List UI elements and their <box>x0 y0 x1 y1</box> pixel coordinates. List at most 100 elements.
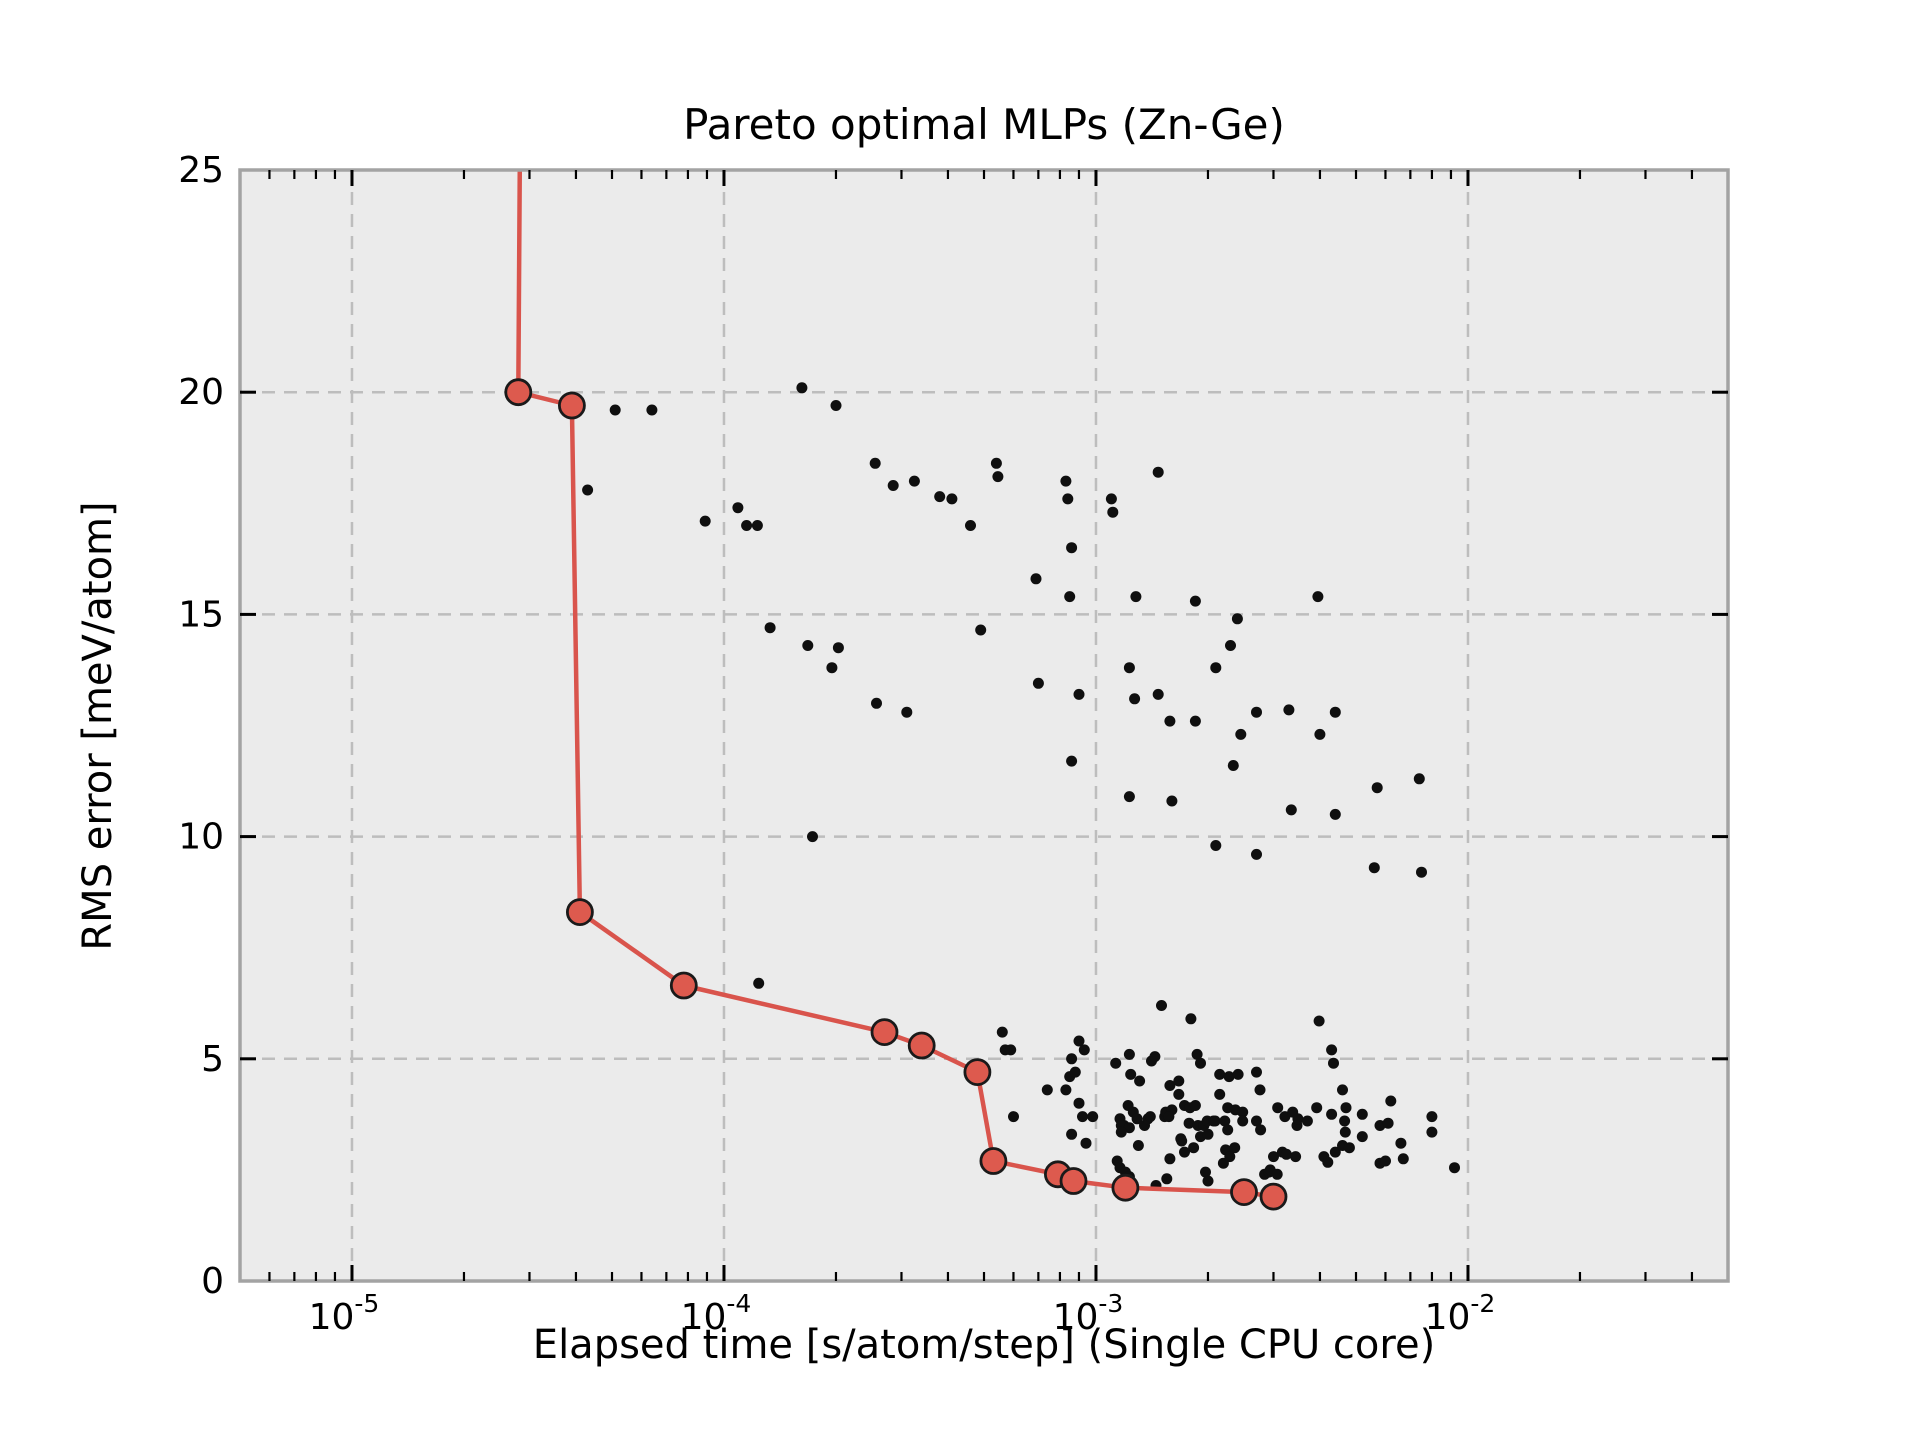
pareto-point <box>558 391 586 420</box>
scatter-point <box>992 471 1004 483</box>
scatter-point <box>1283 704 1295 716</box>
scatter-point <box>1183 1117 1195 1129</box>
scatter-point <box>1285 804 1297 816</box>
pareto-point <box>963 1058 992 1086</box>
scatter-point <box>1254 1084 1266 1096</box>
scatter-point <box>1123 1122 1135 1134</box>
scatter-point <box>1210 840 1222 851</box>
scatter-point <box>1255 1124 1267 1136</box>
scatter-point <box>1292 1113 1304 1125</box>
scatter-point <box>1131 1113 1143 1125</box>
scatter-point <box>751 520 763 531</box>
scatter-point <box>1210 662 1222 674</box>
scatter-point <box>1060 475 1072 487</box>
scatter-point <box>1066 755 1078 767</box>
scatter-point <box>1123 662 1135 674</box>
scatter-point <box>1328 1057 1339 1069</box>
scatter-point <box>871 697 882 709</box>
scatter-point <box>1268 1151 1279 1163</box>
scatter-point <box>1041 1084 1053 1096</box>
scatter-point <box>1189 595 1201 607</box>
scatter-point <box>1179 1146 1190 1158</box>
scatter-point <box>1175 1133 1187 1145</box>
scatter-point <box>1251 1066 1262 1078</box>
scatter-point <box>1227 760 1239 771</box>
x-tick-label: 10-5 <box>309 1289 380 1338</box>
scatter-point <box>1232 1068 1244 1080</box>
scatter-point <box>1008 1111 1019 1123</box>
scatter-point <box>1237 1106 1249 1118</box>
scatter-point <box>1123 1048 1135 1060</box>
scatter-point <box>1280 1148 1292 1160</box>
scatter-point <box>1161 1173 1173 1185</box>
scatter-point <box>1125 1068 1137 1080</box>
scatter-point <box>1356 1131 1368 1143</box>
pareto-series <box>504 378 1288 1211</box>
scatter-point <box>1313 1015 1325 1027</box>
scatter-point <box>1107 506 1119 518</box>
scatter-point <box>1163 1111 1175 1123</box>
scatter-point <box>901 706 913 718</box>
scatter-point <box>1134 1075 1146 1087</box>
scatter-point <box>753 977 765 989</box>
scatter-point <box>1368 862 1380 874</box>
scatter-point <box>1301 1115 1313 1127</box>
scatter-point <box>1223 1071 1235 1083</box>
scatter-point <box>1251 706 1262 718</box>
scatter-point <box>996 1026 1008 1038</box>
scatter-point <box>1152 466 1164 478</box>
scatter-point <box>1311 1102 1323 1114</box>
scatter-point <box>1209 1115 1221 1127</box>
scatter-point <box>1343 1142 1355 1154</box>
scatter-point <box>1030 573 1042 585</box>
scatter-point <box>802 640 814 651</box>
scatter-point <box>1231 613 1243 625</box>
scatter-point <box>1329 808 1341 820</box>
scatter-point <box>1060 1084 1072 1096</box>
scatter-point <box>965 520 976 531</box>
scatter-point <box>1380 1155 1391 1167</box>
scatter-point <box>1326 1108 1338 1120</box>
scatter-point <box>796 382 808 394</box>
plot-background <box>240 170 1728 1281</box>
scatter-point <box>908 475 920 487</box>
pareto-point <box>1230 1178 1258 1206</box>
scatter-point <box>1073 1035 1085 1047</box>
scatter-point <box>1132 1140 1144 1151</box>
scatter-point <box>1105 493 1117 505</box>
scatter-point <box>646 404 658 416</box>
scatter-point <box>1173 1088 1185 1100</box>
pareto-point <box>979 1147 1008 1175</box>
scatter-point <box>869 457 881 469</box>
x-tick-label: 10-4 <box>681 1289 752 1338</box>
scatter-point <box>1032 677 1044 689</box>
scatter-point <box>1087 1111 1099 1123</box>
scatter-point <box>1188 1142 1200 1154</box>
scatter-point <box>1426 1126 1438 1138</box>
scatter-point <box>1339 1115 1351 1127</box>
pareto-point <box>907 1031 936 1060</box>
scatter-point <box>1202 1175 1214 1187</box>
scatter-point <box>1115 1126 1127 1138</box>
scatter-point <box>807 831 818 843</box>
scatter-point <box>1123 791 1135 803</box>
scatter-point <box>1080 1137 1092 1149</box>
pareto-point <box>504 378 533 407</box>
scatter-point <box>1066 542 1078 554</box>
scatter-point <box>946 493 958 505</box>
scatter-point <box>1356 1108 1368 1120</box>
scatter-point <box>1272 1102 1284 1114</box>
scatter-point <box>1173 1075 1185 1087</box>
scatter-point <box>887 480 899 491</box>
y-tick-label: 0 <box>201 1261 224 1302</box>
scatter-point <box>1129 693 1141 705</box>
y-tick-label: 15 <box>178 594 224 635</box>
scatter-point <box>1416 866 1427 878</box>
scatter-point <box>1214 1068 1226 1080</box>
scatter-point <box>1189 1100 1201 1111</box>
scatter-point <box>1397 1153 1409 1165</box>
x-axis-label: Elapsed time [s/atom/step] (Single CPU c… <box>532 1322 1436 1368</box>
x-tick-label: 10-3 <box>1053 1289 1124 1338</box>
